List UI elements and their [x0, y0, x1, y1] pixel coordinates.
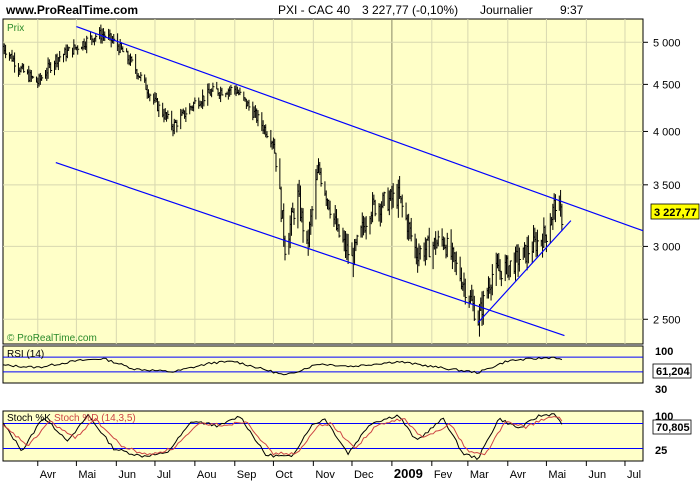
x-tick-label: Nov — [315, 469, 335, 481]
rsi-series — [2, 356, 563, 376]
price-tick-label: 4 000 — [653, 126, 681, 138]
x-tick-label: Mai — [78, 469, 96, 481]
period-label: Journalier — [480, 3, 533, 17]
rsi-line — [2, 356, 563, 376]
watermark: © ProRealTime.com — [7, 333, 97, 344]
rsi-panel[interactable]: RSI (14) 100 61,204 30 — [2, 345, 692, 396]
price-tick-label: 2 500 — [653, 314, 681, 326]
x-tick-label: Aou — [197, 469, 217, 481]
rsi-last-badge: 61,204 — [652, 363, 692, 379]
price-axis: 2 500 3 000 3 500 4 000 4 500 5 000 — [643, 37, 681, 326]
ticker-label: PXI - CAC 40 — [278, 3, 350, 17]
rsi-last-badge-box — [652, 363, 692, 379]
x-tick-label: Oct — [275, 469, 292, 481]
stoch-k-label: Stoch %K — [7, 413, 51, 424]
x-tick-label: Avr — [40, 469, 57, 481]
stoch-last-value: 70,805 — [656, 422, 690, 434]
price-panel[interactable]: Prix © ProRealTime.com 2 500 3 000 3 500 4 … — [2, 18, 700, 345]
trendline — [55, 162, 565, 337]
x-tick-label: Sep — [237, 469, 257, 481]
x-axis: Avr Mai Jun Jul Aou Sep Oct Nov Dec 2009 Fev Mar Avr… — [3, 460, 643, 481]
x-tick-label: Fev — [434, 469, 453, 481]
x-tick-label: Jun — [588, 469, 606, 481]
stoch-d-label: Stoch %D (14,3,5) — [54, 413, 136, 424]
stoch-panel[interactable]: Stoch %K Stoch %D (14,3,5) 100 70,805 25 — [2, 410, 692, 462]
price-panel-frame — [2, 18, 644, 345]
trendlines — [55, 26, 644, 337]
x-tick-label: Dec — [354, 469, 374, 481]
price-series — [2, 24, 564, 337]
x-tick-label: Jul — [157, 469, 171, 481]
stoch-line — [2, 415, 563, 456]
price-last-badge-box — [650, 203, 700, 220]
stoch-tick-25: 25 — [655, 445, 667, 457]
x-tick-label: Jun — [118, 469, 136, 481]
price-tick-label: 5 000 — [653, 37, 681, 49]
trendline — [76, 26, 644, 232]
stoch-levels — [3, 423, 643, 449]
stoch-last-badge-box — [652, 419, 692, 435]
stoch-last-badge: 70,805 — [652, 419, 692, 435]
price-tick-label: 3 500 — [653, 180, 681, 192]
price-tick-label: 3 000 — [653, 241, 681, 253]
rsi-last-value: 61,204 — [656, 366, 691, 378]
price-tick-label: 4 500 — [653, 79, 681, 91]
rsi-tick-30: 30 — [655, 384, 667, 396]
price-last-badge: 3 227,77 — [650, 203, 700, 220]
x-tick-label: Avr — [510, 469, 527, 481]
x-tick-label: Jul — [627, 469, 641, 481]
stoch-series — [2, 413, 563, 461]
x-tick-label: Mar — [470, 469, 489, 481]
price-panel-label: Prix — [7, 23, 24, 34]
x-tick-label: 2009 — [394, 466, 423, 481]
trendline — [477, 220, 572, 323]
rsi-tick-100: 100 — [655, 346, 673, 358]
time-label: 9:37 — [560, 3, 584, 17]
site-label[interactable]: www.ProRealTime.com — [5, 3, 138, 17]
rsi-panel-label: RSI (14) — [7, 349, 44, 360]
x-tick-label: Mai — [548, 469, 566, 481]
price-last-value: 3 227,77 — [654, 207, 697, 219]
stoch-line — [2, 413, 563, 461]
chart-header: www.ProRealTime.com PXI - CAC 40 3 227,7… — [5, 3, 584, 17]
quote-label: 3 227,77 (-0,10%) — [362, 3, 458, 17]
rsi-levels — [3, 356, 643, 373]
